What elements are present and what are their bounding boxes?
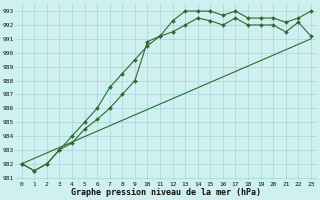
X-axis label: Graphe pression niveau de la mer (hPa): Graphe pression niveau de la mer (hPa) — [71, 188, 261, 197]
